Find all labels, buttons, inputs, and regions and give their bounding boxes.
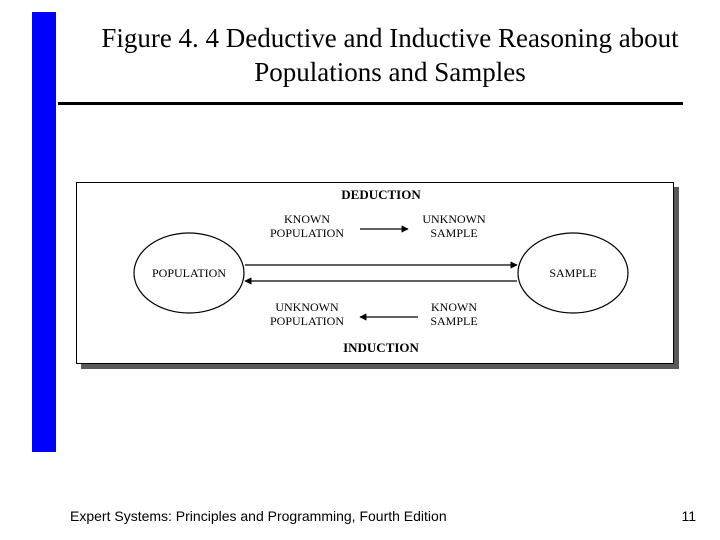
slide: Figure 4. 4 Deductive and Inductive Reas… [0, 0, 720, 540]
label-unknown_samp: UNKNOWN [422, 212, 486, 226]
label-induction: INDUCTION [343, 340, 419, 355]
label-deduction: DEDUCTION [341, 187, 421, 202]
label-known_pop: KNOWN [284, 212, 330, 226]
footer-text: Expert Systems: Principles and Programmi… [70, 508, 447, 524]
node-label-pop: POPULATION [152, 266, 226, 280]
label2-known_pop: POPULATION [270, 226, 344, 240]
node-label-sample: SAMPLE [549, 266, 596, 280]
label2-unknown_samp: SAMPLE [430, 226, 477, 240]
page-number: 11 [681, 508, 696, 524]
label2-known_samp: SAMPLE [430, 314, 477, 328]
label-known_samp: KNOWN [431, 300, 477, 314]
label2-unknown_pop: POPULATION [270, 314, 344, 328]
diagram-svg: POPULATIONSAMPLEDEDUCTIONINDUCTIONKNOWNP… [0, 0, 720, 540]
label-unknown_pop: UNKNOWN [275, 300, 339, 314]
